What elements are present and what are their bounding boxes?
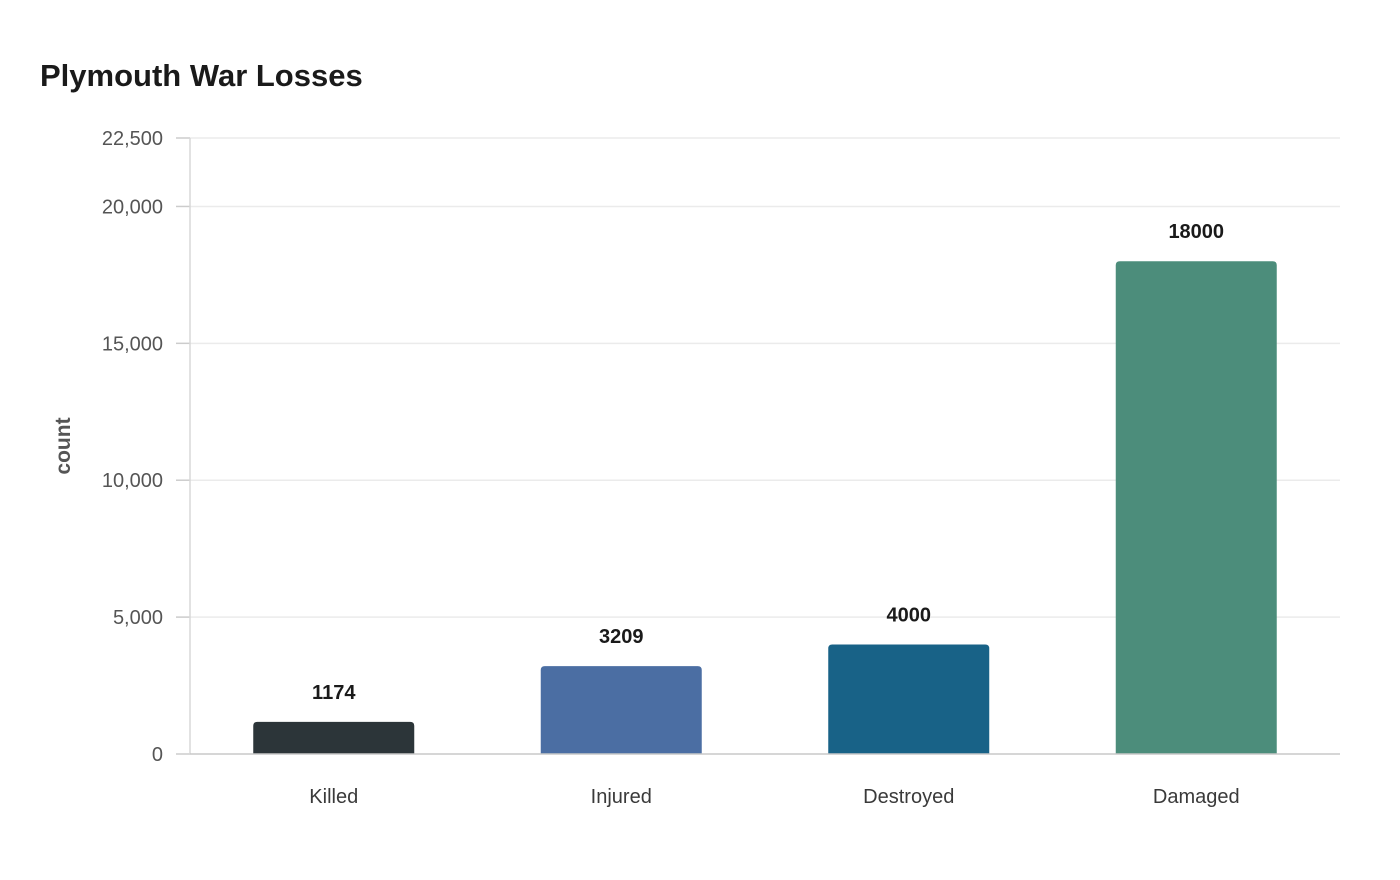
- y-tick-label: 5,000: [113, 607, 163, 629]
- bars: [253, 261, 1277, 754]
- y-tick-label: 10,000: [102, 470, 163, 492]
- data-label: 4000: [887, 604, 932, 626]
- bar-destroyed: [828, 644, 990, 754]
- data-label: 18000: [1168, 221, 1224, 243]
- data-labels: 1174 3209 4000 18000: [312, 221, 1224, 704]
- x-tick-label: Injured: [591, 786, 652, 808]
- bar-killed: [253, 721, 415, 754]
- data-label: 3209: [599, 626, 644, 648]
- x-tick-label: Destroyed: [863, 786, 954, 808]
- y-tick-label: 15,000: [102, 333, 163, 355]
- x-tick-label: Killed: [309, 786, 358, 808]
- x-tick-label: Damaged: [1153, 786, 1240, 808]
- bar-damaged: [1115, 261, 1277, 754]
- data-label: 1174: [312, 682, 356, 704]
- bar-injured: [540, 666, 702, 754]
- chart-title: Plymouth War Losses: [40, 58, 363, 93]
- y-tick-label: 20,000: [102, 196, 163, 218]
- x-axis-labels: Killed Injured Destroyed Damaged: [309, 786, 1239, 808]
- y-tick-label: 0: [152, 744, 163, 766]
- y-tick-label: 22,500: [102, 128, 163, 150]
- y-axis-title: count: [52, 417, 75, 474]
- y-axis-ticks: 0 5,000 10,000 15,000 20,000 22,500: [102, 128, 190, 766]
